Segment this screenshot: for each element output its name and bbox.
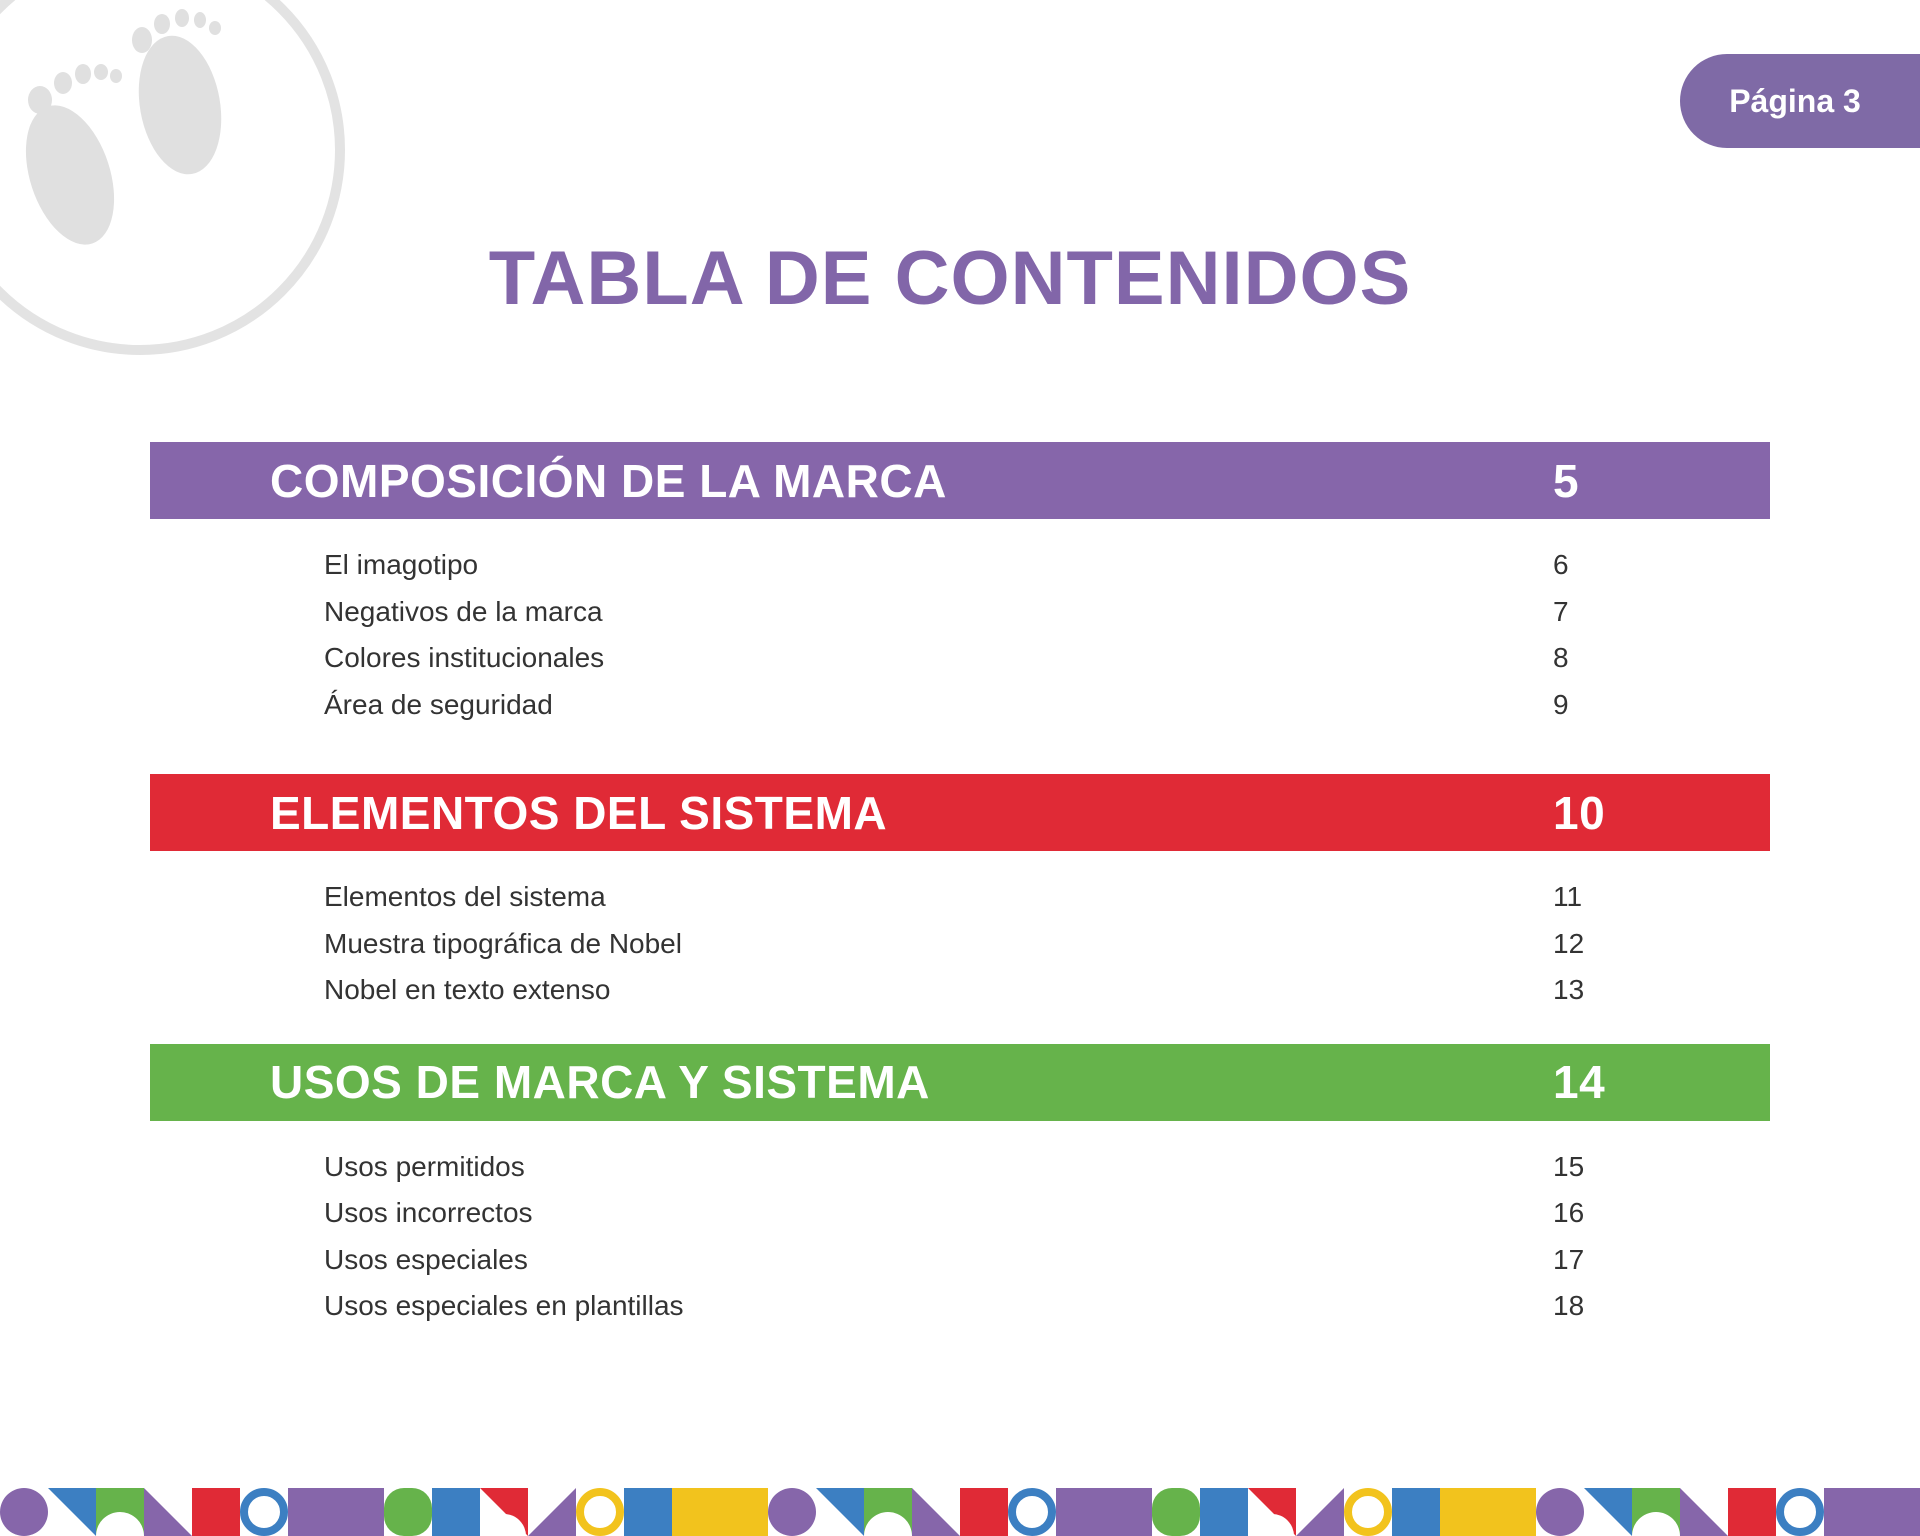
section-page-number: 10 xyxy=(1553,786,1606,839)
geometric-shapes-pattern xyxy=(0,1488,1920,1536)
toc-entry-page: 16 xyxy=(1553,1197,1585,1228)
toc-entry[interactable]: Área de seguridad 9 xyxy=(150,682,1770,729)
toc-entry-title: El imagotipo xyxy=(324,549,479,580)
toc-entry-page: 12 xyxy=(1553,927,1585,959)
section-entries: Usos permitidos 15 Usos incorrectos 16 U… xyxy=(150,1121,1770,1330)
toc-entry-page: 6 xyxy=(1553,549,1569,580)
toc-entry-page: 13 xyxy=(1553,974,1585,1005)
toc-entry[interactable]: Negativos de la marca 7 xyxy=(150,589,1770,636)
section-title: USOS DE MARCA Y SISTEMA xyxy=(270,1056,930,1108)
toc-entry[interactable]: Colores institucionales 8 xyxy=(150,635,1770,682)
toc-entry[interactable]: Muestra tipográfica de Nobel 12 xyxy=(150,921,1770,968)
toc-entry-title: Nobel en texto extenso xyxy=(324,974,611,1005)
page-number-tab: Página 3 xyxy=(1680,54,1920,148)
toc-entry-title: Área de seguridad xyxy=(324,688,553,720)
section-header-usos[interactable]: USOS DE MARCA Y SISTEMA 14 xyxy=(150,1043,1770,1121)
toc-entry[interactable]: Usos especiales en plantillas 18 xyxy=(150,1283,1770,1330)
toc-entry-title: Usos especiales en plantillas xyxy=(324,1290,684,1321)
toc-entry-title: Usos incorrectos xyxy=(324,1197,533,1228)
section-spacer xyxy=(150,728,1770,774)
toc-entry[interactable]: Usos permitidos 15 xyxy=(150,1144,1770,1191)
toc-entry[interactable]: Usos especiales 17 xyxy=(150,1237,1770,1284)
section-entries: Elementos del sistema 11 Muestra tipográ… xyxy=(150,851,1770,1014)
toc-entry-title: Negativos de la marca xyxy=(324,595,603,627)
page-number-label: Página 3 xyxy=(1729,82,1861,119)
toc-entry-page: 18 xyxy=(1553,1290,1585,1321)
section-spacer xyxy=(150,1014,1770,1044)
section-title: ELEMENTOS DEL SISTEMA xyxy=(270,786,888,839)
section-title: COMPOSICIÓN DE LA MARCA xyxy=(270,454,947,507)
toc-entry[interactable]: Elementos del sistema 11 xyxy=(150,874,1770,921)
section-header-elementos[interactable]: ELEMENTOS DEL SISTEMA 10 xyxy=(150,774,1770,851)
toc-entry[interactable]: Usos incorrectos 16 xyxy=(150,1190,1770,1237)
table-of-contents: COMPOSICIÓN DE LA MARCA 5 El imagotipo 6… xyxy=(150,442,1770,1330)
section-page-number: 5 xyxy=(1553,454,1580,507)
section-page-number: 14 xyxy=(1553,1056,1606,1108)
toc-entry-title: Usos especiales xyxy=(324,1243,528,1275)
baby-footprints-icon xyxy=(0,0,345,355)
section-entries: El imagotipo 6 Negativos de la marca 7 C… xyxy=(150,519,1770,728)
toc-entry-title: Elementos del sistema xyxy=(324,881,606,912)
toc-entry[interactable]: El imagotipo 6 xyxy=(150,542,1770,589)
toc-entry-title: Colores institucionales xyxy=(324,642,605,673)
toc-entry-page: 9 xyxy=(1553,688,1569,720)
toc-entry-page: 8 xyxy=(1553,642,1569,673)
toc-entry-page: 15 xyxy=(1553,1150,1585,1182)
toc-entry-page: 11 xyxy=(1553,881,1583,912)
page-title: TABLA DE CONTENIDOS xyxy=(488,236,1412,321)
section-header-composicion[interactable]: COMPOSICIÓN DE LA MARCA 5 xyxy=(150,442,1770,519)
toc-entry[interactable]: Nobel en texto extenso 13 xyxy=(150,967,1770,1014)
toc-entry-page: 17 xyxy=(1553,1243,1585,1275)
toc-entry-title: Muestra tipográfica de Nobel xyxy=(324,927,682,959)
toc-entry-page: 7 xyxy=(1553,595,1569,627)
toc-entry-title: Usos permitidos xyxy=(324,1150,525,1182)
